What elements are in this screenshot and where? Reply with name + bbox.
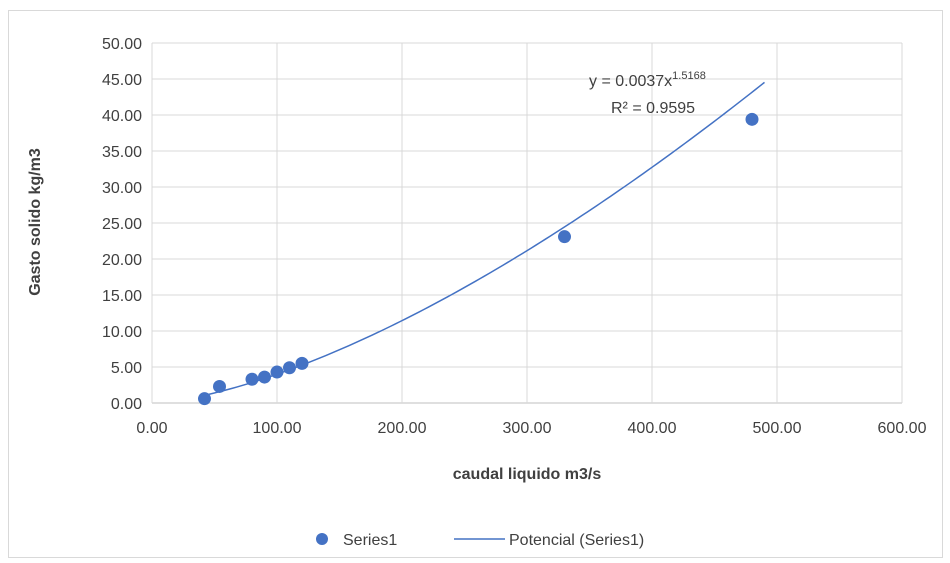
data-points bbox=[198, 112, 759, 406]
trendline-equation-exponent: 1.5168 bbox=[672, 70, 706, 82]
y-tick-label: 5.00 bbox=[111, 360, 142, 377]
x-axis-title: caudal liquido m3/s bbox=[453, 466, 602, 483]
x-axis-ticks: 0.00 100.00 200.00 300.00 400.00 500.00 600.00 bbox=[136, 420, 926, 437]
chart-area: 0.00 5.00 10.00 15.00 20.00 25.00 30.00 35.00 40… bbox=[8, 10, 943, 558]
y-tick-label: 0.00 bbox=[111, 396, 142, 413]
y-tick-label: 40.00 bbox=[102, 108, 142, 125]
trendline-equation: y = 0.0037x1.5168 bbox=[589, 70, 706, 90]
legend-label-trendline: Potencial (Series1) bbox=[509, 532, 644, 549]
y-tick-label: 35.00 bbox=[102, 144, 142, 161]
data-point bbox=[198, 392, 211, 406]
x-tick-label: 300.00 bbox=[503, 420, 552, 437]
y-tick-label: 45.00 bbox=[102, 72, 142, 89]
legend: Series1 Potencial (Series1) bbox=[316, 532, 644, 549]
x-tick-label: 0.00 bbox=[136, 420, 167, 437]
data-point bbox=[258, 370, 271, 384]
y-tick-label: 30.00 bbox=[102, 180, 142, 197]
data-point bbox=[283, 361, 296, 375]
data-point bbox=[213, 379, 226, 393]
y-axis-ticks: 0.00 5.00 10.00 15.00 20.00 25.00 30.00 35.00 40… bbox=[102, 36, 142, 413]
x-tick-label: 200.00 bbox=[378, 420, 427, 437]
y-tick-label: 10.00 bbox=[102, 324, 142, 341]
trendline-path bbox=[204, 81, 765, 397]
data-point bbox=[270, 365, 284, 379]
x-tick-label: 400.00 bbox=[628, 420, 677, 437]
y-tick-label: 15.00 bbox=[102, 288, 142, 305]
chart-svg: 0.00 5.00 10.00 15.00 20.00 25.00 30.00 35.00 40… bbox=[27, 36, 927, 549]
y-tick-label: 20.00 bbox=[102, 252, 142, 269]
trendline-equation-base: y = 0.0037x bbox=[589, 73, 672, 90]
x-tick-label: 600.00 bbox=[878, 420, 927, 437]
trendline-r-squared: R² = 0.9595 bbox=[611, 100, 695, 117]
y-axis-title: Gasto solido kg/m3 bbox=[27, 148, 44, 296]
data-point bbox=[745, 112, 759, 126]
data-point bbox=[245, 372, 259, 386]
trendline-group bbox=[204, 81, 765, 397]
data-point bbox=[558, 230, 571, 244]
gridlines bbox=[151, 42, 903, 404]
legend-marker-series1 bbox=[316, 533, 328, 545]
x-tick-label: 500.00 bbox=[753, 420, 802, 437]
y-tick-label: 50.00 bbox=[102, 36, 142, 53]
y-tick-label: 25.00 bbox=[102, 216, 142, 233]
x-tick-label: 100.00 bbox=[253, 420, 302, 437]
legend-label-series1: Series1 bbox=[343, 532, 397, 549]
data-point bbox=[295, 356, 309, 370]
